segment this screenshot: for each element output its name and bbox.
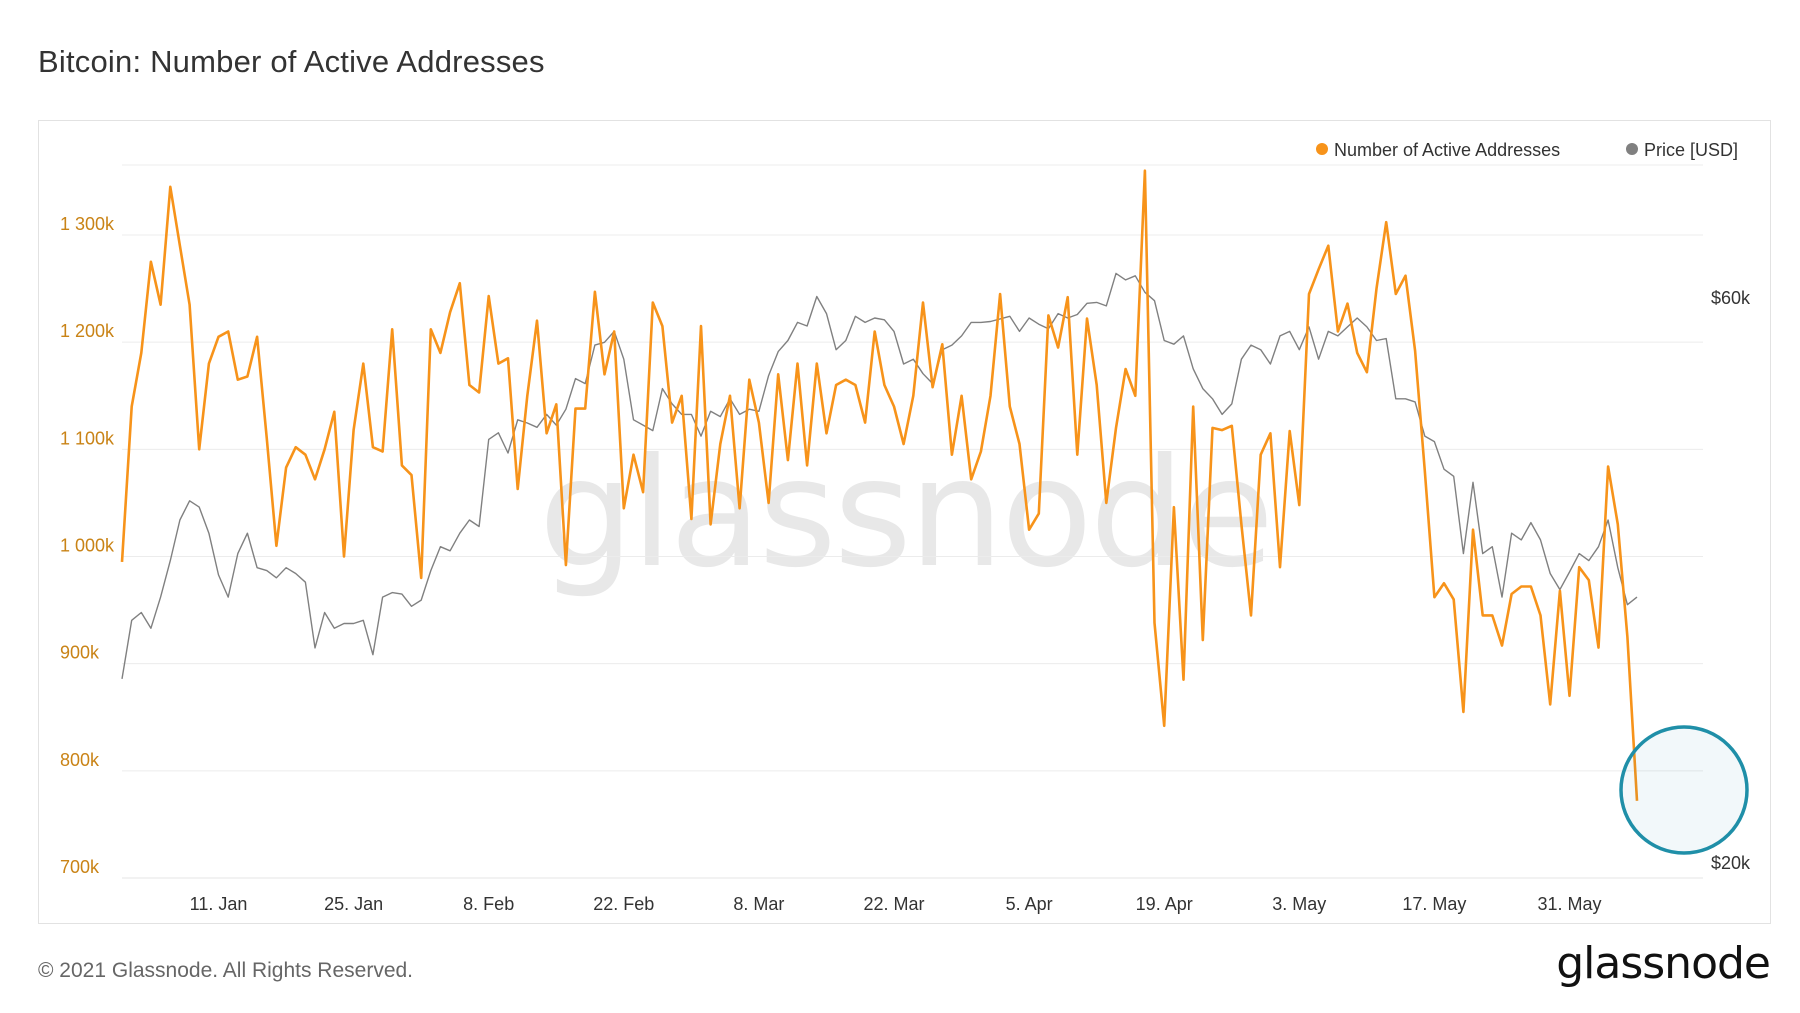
x-tick-label: 25. Jan	[324, 894, 383, 914]
x-tick-label: 19. Apr	[1136, 894, 1193, 914]
x-tick-label: 3. May	[1272, 894, 1326, 914]
legend: Number of Active Addresses Price [USD]	[1316, 140, 1738, 160]
x-tick-label: 11. Jan	[190, 894, 248, 914]
price-line	[121, 272, 1638, 680]
active-addresses-line	[120, 169, 1639, 801]
glassnode-logo[interactable]: glassnode	[1556, 938, 1771, 989]
x-tick-label: 17. May	[1402, 894, 1466, 914]
left-tick-label: 1 000k	[60, 536, 115, 556]
x-tick-label: 8. Feb	[463, 894, 514, 914]
legend-addresses-label[interactable]: Number of Active Addresses	[1334, 140, 1560, 160]
page-title: Bitcoin: Number of Active Addresses	[38, 44, 545, 79]
x-axis: 11. Jan 25. Jan 8. Feb 22. Feb 8. Mar 22. Mar…	[190, 894, 1602, 914]
legend-price-swatch[interactable]	[1626, 143, 1638, 155]
x-tick-label: 8. Mar	[733, 894, 784, 914]
x-tick-label: 31. May	[1537, 894, 1601, 914]
x-tick-label: 22. Mar	[863, 894, 924, 914]
chart-frame	[38, 120, 1771, 924]
legend-price-label[interactable]: Price [USD]	[1644, 140, 1738, 160]
left-tick-label: 900k	[60, 643, 100, 663]
series-layer	[120, 169, 1639, 801]
left-tick-label: 700k	[60, 857, 100, 877]
left-tick-label: 1 300k	[60, 214, 115, 234]
highlight-circle	[1619, 725, 1749, 855]
x-tick-label: 22. Feb	[593, 894, 654, 914]
copyright-text: © 2021 Glassnode. All Rights Reserved.	[38, 959, 414, 982]
right-tick-label: $20k	[1711, 853, 1751, 873]
right-y-axis: $20k $60k	[1711, 288, 1751, 873]
right-tick-label: $60k	[1711, 288, 1751, 308]
left-tick-label: 1 200k	[60, 321, 115, 341]
watermark: glassnode	[539, 427, 1271, 601]
left-tick-label: 1 100k	[60, 428, 115, 448]
grid-lines	[122, 164, 1703, 879]
left-tick-label: 800k	[60, 750, 100, 770]
x-tick-label: 5. Apr	[1006, 894, 1053, 914]
left-y-axis: 700k 800k 900k 1 000k 1 100k 1 200k 1 300k	[60, 214, 115, 877]
legend-addresses-swatch[interactable]	[1316, 143, 1328, 155]
